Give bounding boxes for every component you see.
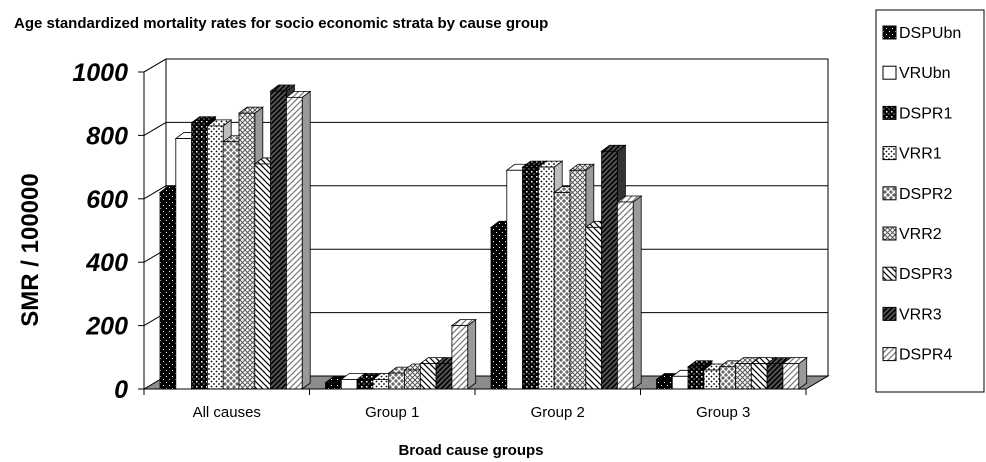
bar-front (601, 150, 618, 390)
bar-front (435, 363, 453, 390)
bar-front (206, 125, 224, 390)
legend-swatch (882, 347, 897, 362)
legend-item: DSPR4 (882, 347, 952, 364)
bar-front (254, 163, 272, 390)
legend-swatch (882, 266, 897, 281)
bar (781, 356, 808, 390)
bar-front (451, 325, 469, 390)
legend-item: DSPUbn (882, 25, 961, 42)
legend-swatch (882, 186, 897, 201)
x-axis-label: Broad cause groups (398, 442, 543, 459)
bar-front (222, 141, 240, 390)
legend-label: DSPUbn (899, 25, 961, 42)
y-tick-label: 1000 (72, 59, 128, 87)
bar-front (750, 363, 768, 390)
bar-front (585, 226, 602, 390)
legend-item: DSPR2 (882, 186, 952, 203)
legend: DSPUbn VRUbn DSPR1 VRR1 DSPR2 VRR2 DSPR3 VRR3 DS… (875, 9, 985, 393)
legend-label: DSPR2 (899, 186, 952, 203)
bar-front (388, 372, 405, 390)
x-tick-label: Group 1 (365, 404, 419, 421)
bar-front (538, 166, 555, 390)
legend-swatch (882, 25, 897, 40)
bar-front (325, 382, 342, 390)
bar-front (159, 192, 177, 390)
legend-swatch (882, 65, 897, 80)
x-tick-label: Group 3 (696, 404, 750, 421)
bar-front (506, 169, 523, 390)
y-axis-ticks: 0 200 400 600 800 1000 (72, 59, 144, 404)
bar-front (553, 192, 571, 390)
bar-front (490, 226, 508, 390)
y-tick-label: 600 (86, 186, 128, 214)
bar-front (191, 122, 208, 390)
y-tick-label: 400 (85, 249, 128, 277)
legend-label: VRR2 (899, 226, 942, 243)
bar-front (238, 112, 256, 390)
x-tick-label: Group 2 (531, 404, 585, 421)
bar-side (632, 195, 642, 390)
y-axis-label: SMR / 100000 (17, 173, 44, 326)
gridline-side (143, 58, 167, 73)
bar-front (270, 90, 287, 390)
bar-front (372, 379, 390, 390)
bar-front (766, 363, 784, 390)
legend-swatch (882, 226, 897, 241)
bar-front (656, 379, 673, 390)
x-tick-label: All causes (193, 404, 261, 421)
legend-label: DSPR1 (899, 105, 952, 122)
legend-item: VRR3 (882, 306, 942, 323)
bar-front (719, 366, 736, 390)
bar-front (356, 379, 374, 390)
bar-front (703, 369, 721, 390)
legend-item: VRR2 (882, 226, 942, 243)
y-tick-label: 200 (85, 313, 128, 341)
bar-front (419, 363, 437, 390)
gridline-side (143, 185, 167, 200)
legend-label: VRUbn (899, 65, 951, 82)
legend-label: DSPR3 (899, 266, 952, 283)
bar (450, 318, 477, 390)
legend-item: DSPR3 (882, 266, 952, 283)
legend-item: DSPR1 (882, 105, 952, 122)
legend-label: VRR1 (899, 146, 942, 163)
bar-front (522, 166, 539, 390)
bar-front (671, 375, 689, 390)
bar-side (301, 90, 311, 390)
gridline-side (143, 121, 167, 136)
bar-front (285, 96, 303, 390)
legend-label: VRR3 (899, 306, 942, 323)
bar-front (782, 363, 800, 390)
legend-swatch (882, 306, 897, 321)
bar-front (569, 169, 587, 390)
bar-front (340, 379, 358, 390)
bar-front (175, 138, 193, 390)
legend-item: VRR1 (882, 146, 942, 163)
legend-label: DSPR4 (899, 347, 952, 364)
bar-front (735, 363, 752, 390)
legend-swatch (882, 146, 897, 161)
bar-front (687, 366, 705, 390)
bar-front (617, 201, 634, 390)
bar-side (467, 318, 477, 390)
bar (616, 195, 643, 390)
chart-title: Age standardized mortality rates for soc… (14, 15, 548, 32)
x-axis-ticks: All causes Group 1 Group 2 Group 3 (143, 388, 807, 421)
y-tick-label: 800 (86, 122, 128, 150)
legend-item: VRUbn (882, 65, 951, 82)
bar (285, 90, 312, 390)
legend-swatch (882, 105, 897, 120)
bar-front (404, 369, 421, 390)
y-tick-label: 0 (114, 376, 128, 404)
